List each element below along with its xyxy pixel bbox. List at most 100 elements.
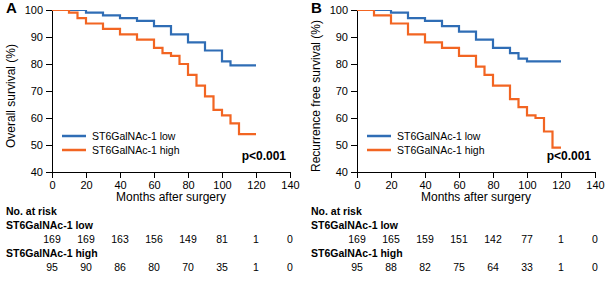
y-tick-mark	[46, 91, 52, 92]
x-tick-mark	[357, 172, 358, 178]
y-tick: 80	[31, 58, 52, 70]
x-tick: 100	[518, 172, 536, 191]
y-tick: 100	[25, 4, 52, 16]
legend-label: ST6GalNAc-1 high	[92, 144, 180, 156]
risk-count: 1	[558, 233, 564, 245]
x-tick-label: 80	[487, 179, 499, 191]
x-axis: 020406080100120140	[49, 172, 299, 191]
y-tick-label: 80	[336, 58, 348, 70]
risk-count: 0	[287, 261, 293, 273]
x-tick-mark	[425, 172, 426, 178]
y-tick-label: 100	[330, 4, 348, 16]
y-tick-label: 100	[25, 4, 43, 16]
x-tick-label: 60	[148, 179, 160, 191]
x-tick-mark	[222, 172, 223, 178]
legend: ST6GalNAc-1 low ST6GalNAc-1 high	[62, 130, 180, 156]
y-axis-line	[52, 11, 53, 173]
x-tick-label: 120	[247, 179, 265, 191]
y-tick: 100	[330, 4, 357, 16]
x-tick-label: 40	[114, 179, 126, 191]
x-tick-label: 20	[80, 179, 92, 191]
x-tick: 0	[354, 172, 360, 191]
x-tick-mark	[52, 172, 53, 178]
y-tick: 50	[31, 139, 52, 151]
risk-count: 88	[385, 261, 397, 273]
x-tick-mark	[86, 172, 87, 178]
x-tick: 80	[487, 172, 499, 191]
risk-count: 0	[592, 233, 598, 245]
y-tick-mark	[351, 64, 357, 65]
x-tick-mark	[120, 172, 121, 178]
legend-label: ST6GalNAc-1 low	[92, 130, 176, 142]
y-axis-title: Recurrence free survival (%)	[309, 20, 323, 172]
risk-count: 169	[348, 233, 366, 245]
legend-label: ST6GalNAc-1 low	[397, 130, 481, 142]
x-tick-label: 20	[385, 179, 397, 191]
risk-count: 86	[114, 261, 126, 273]
y-tick: 60	[31, 112, 52, 124]
risk-count: 80	[148, 261, 160, 273]
x-tick-mark	[290, 172, 291, 178]
y-tick-mark	[46, 64, 52, 65]
y-tick: 40	[31, 166, 52, 178]
y-tick-label: 40	[31, 166, 43, 178]
y-tick-label: 60	[336, 112, 348, 124]
risk-count: 0	[287, 233, 293, 245]
survival-line	[52, 10, 256, 134]
p-value: p<0.001	[547, 149, 592, 163]
plot-area	[52, 10, 256, 134]
x-tick: 120	[552, 172, 570, 191]
y-tick-mark	[46, 172, 52, 173]
y-tick: 50	[336, 139, 357, 151]
y-tick-mark	[351, 91, 357, 92]
panel: B405060708090100020406080100120140Months…	[309, 0, 605, 273]
x-tick-label: 40	[419, 179, 431, 191]
x-tick-label: 140	[586, 179, 604, 191]
x-tick-mark	[154, 172, 155, 178]
y-tick: 40	[336, 166, 357, 178]
x-tick: 60	[148, 172, 160, 191]
legend-label: ST6GalNAc-1 high	[397, 144, 485, 156]
legend-swatch	[62, 149, 86, 152]
x-tick: 100	[213, 172, 231, 191]
x-tick: 140	[586, 172, 604, 191]
y-tick-mark	[351, 37, 357, 38]
risk-count: 163	[111, 233, 129, 245]
y-tick-mark	[46, 145, 52, 146]
risk-count: 0	[592, 261, 598, 273]
x-tick: 0	[49, 172, 55, 191]
y-tick-label: 50	[336, 139, 348, 151]
x-tick-mark	[595, 172, 596, 178]
x-tick-label: 60	[453, 179, 465, 191]
series-group	[357, 10, 561, 148]
y-tick-mark	[46, 118, 52, 119]
risk-table-title: No. at risk	[311, 205, 362, 217]
y-tick-label: 60	[31, 112, 43, 124]
risk-count: 81	[216, 233, 228, 245]
y-axis-title: Overall survival (%)	[4, 44, 18, 148]
x-tick-mark	[459, 172, 460, 178]
risk-count: 142	[484, 233, 502, 245]
risk-table-title: No. at risk	[6, 205, 57, 217]
y-axis-line	[357, 11, 358, 173]
x-tick-mark	[527, 172, 528, 178]
legend: ST6GalNAc-1 low ST6GalNAc-1 high	[367, 130, 485, 156]
risk-row-label: ST6GalNAc-1 low	[311, 219, 399, 231]
x-axis: 0 20 40 60 80 100 120 140	[354, 172, 604, 191]
risk-count: 77	[521, 233, 533, 245]
y-tick-mark	[46, 10, 52, 11]
legend-swatch	[62, 135, 86, 138]
risk-count: 64	[487, 261, 499, 273]
x-tick-mark	[391, 172, 392, 178]
y-tick-label: 70	[336, 85, 348, 97]
y-tick-label: 80	[31, 58, 43, 70]
risk-count: 33	[521, 261, 533, 273]
x-tick: 20	[80, 172, 92, 191]
x-axis-title: Months after surgery	[421, 190, 531, 204]
x-tick-label: 100	[213, 179, 231, 191]
x-tick: 60	[453, 172, 465, 191]
x-axis-line	[53, 172, 291, 173]
y-tick-mark	[46, 37, 52, 38]
risk-count: 1	[253, 261, 259, 273]
legend-swatch	[367, 135, 391, 138]
